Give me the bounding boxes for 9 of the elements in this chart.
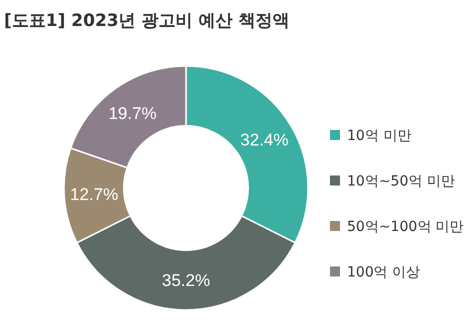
legend-label: 50억~100억 미만: [347, 219, 464, 235]
data-label: 32.4%: [240, 130, 288, 150]
data-label: 19.7%: [108, 104, 157, 123]
data-label: 12.7%: [70, 185, 118, 204]
legend-label: 10억~50억 미만: [347, 174, 455, 190]
chart-title: [도표1] 2023년 광고비 예산 책정액: [4, 11, 290, 31]
legend-label: 100억 이상: [347, 264, 420, 280]
data-label: 35.2%: [162, 271, 210, 290]
legend-label: 10억 미만: [347, 128, 412, 144]
